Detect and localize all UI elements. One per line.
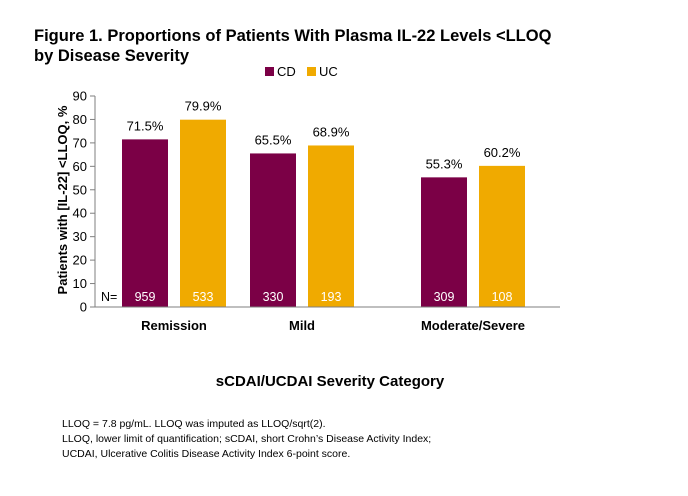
bar-cd (421, 177, 467, 307)
y-axis-label: Patients with [IL-22] <LLOQ, % (55, 105, 70, 294)
n-label: 193 (321, 290, 342, 304)
footnote-3: UCDAI, Ulcerative Colitis Disease Activi… (62, 448, 351, 460)
x-tick-label: Moderate/Severe (421, 318, 525, 333)
x-axis: Remission Mild Moderate/Severe (95, 306, 560, 333)
y-tick-label: 10 (73, 276, 87, 291)
bar-cd (122, 139, 168, 307)
figure-title: Figure 1. Proportions of Patients With P… (34, 26, 674, 66)
n-label: 330 (263, 290, 284, 304)
y-tick-label: 20 (73, 253, 87, 268)
y-tick-label: 80 (73, 112, 87, 127)
legend-label-uc: UC (319, 64, 338, 79)
x-tick-label: Mild (289, 318, 315, 333)
n-label: 108 (492, 290, 513, 304)
y-tick-label: 50 (73, 182, 87, 197)
y-tick-label: 0 (80, 300, 87, 315)
data-label: 65.5% (255, 132, 292, 147)
data-label: 79.9% (185, 99, 222, 114)
n-label: 533 (193, 290, 214, 304)
data-label: 68.9% (313, 124, 350, 139)
data-label: 60.2% (484, 145, 521, 160)
y-tick-label: 90 (73, 89, 87, 104)
data-label: 71.5% (127, 118, 164, 133)
bar-uc (308, 145, 354, 307)
legend-swatch-uc (307, 67, 316, 76)
bar-uc (479, 165, 525, 307)
legend-label-cd: CD (277, 64, 296, 79)
footnotes: LLOQ = 7.8 pg/mL. LLOQ was imputed as LL… (62, 417, 431, 462)
n-label: 959 (135, 290, 156, 304)
x-tick-label: Remission (141, 318, 207, 333)
y-tick-label: 60 (73, 159, 87, 174)
y-axis: 0 10 20 30 40 50 60 70 80 90 (73, 89, 96, 315)
legend-swatch-cd (265, 67, 274, 76)
y-tick-label: 70 (73, 135, 87, 150)
figure-title-line-2: by Disease Severity (34, 47, 190, 65)
x-axis-title: sCDAI/UCDAI Severity Category (216, 373, 445, 390)
figure-title-line-1: Figure 1. Proportions of Patients With P… (34, 27, 552, 45)
legend: CD UC (265, 64, 338, 79)
bar-uc (180, 119, 226, 307)
y-tick-label: 40 (73, 206, 87, 221)
footnote-1: LLOQ = 7.8 pg/mL. LLOQ was imputed as LL… (62, 418, 326, 430)
n-label: 309 (434, 290, 455, 304)
data-label: 55.3% (426, 156, 463, 171)
bars: 71.5% 959 65.5% 330 55.3% 309 79.9% 533 68.9% 193… (101, 99, 525, 307)
bar-cd (250, 153, 296, 307)
footnote-2: LLOQ, lower limit of quantification; sCD… (62, 433, 432, 445)
n-prefix-label: N= (101, 290, 117, 304)
y-tick-label: 30 (73, 229, 87, 244)
